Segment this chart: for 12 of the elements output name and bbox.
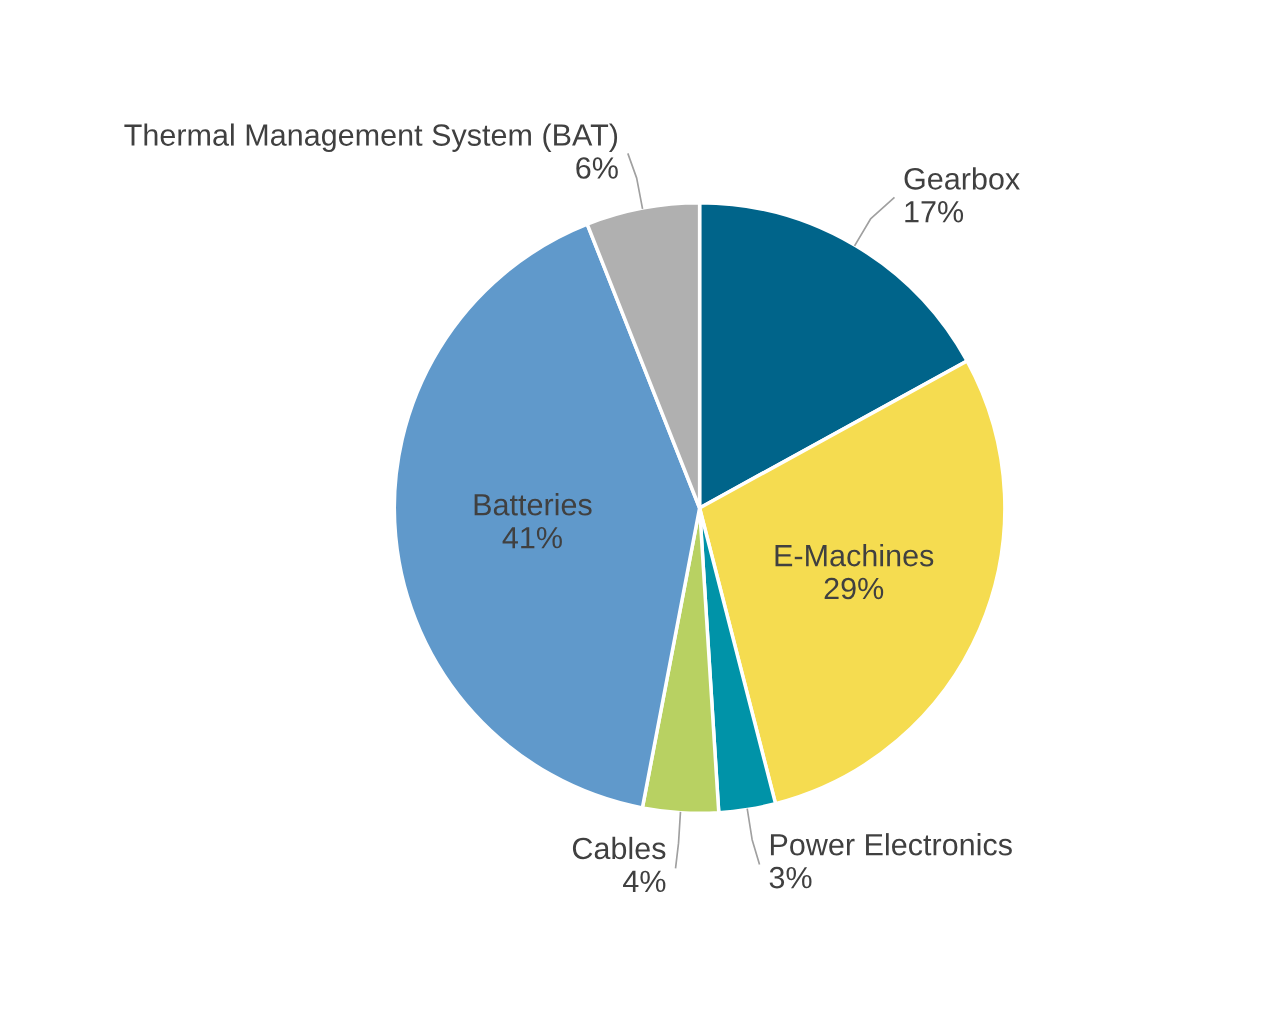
slice-label: E-Machines xyxy=(775,543,934,567)
slice-label: Power Electronics xyxy=(770,833,1012,856)
slice-label: Batteries xyxy=(474,493,592,516)
slice-label: Cables xyxy=(572,836,666,860)
data-label: 29% xyxy=(824,577,884,600)
data-label: 6% xyxy=(576,157,618,179)
slice-label: Thermal Management System (BAT) xyxy=(124,123,618,152)
data-label: 41% xyxy=(502,526,562,549)
data-label: 17% xyxy=(905,201,964,223)
data-label: 4% xyxy=(623,870,666,893)
data-label: 3% xyxy=(769,866,812,889)
slice-label: Gearbox xyxy=(904,167,1020,190)
